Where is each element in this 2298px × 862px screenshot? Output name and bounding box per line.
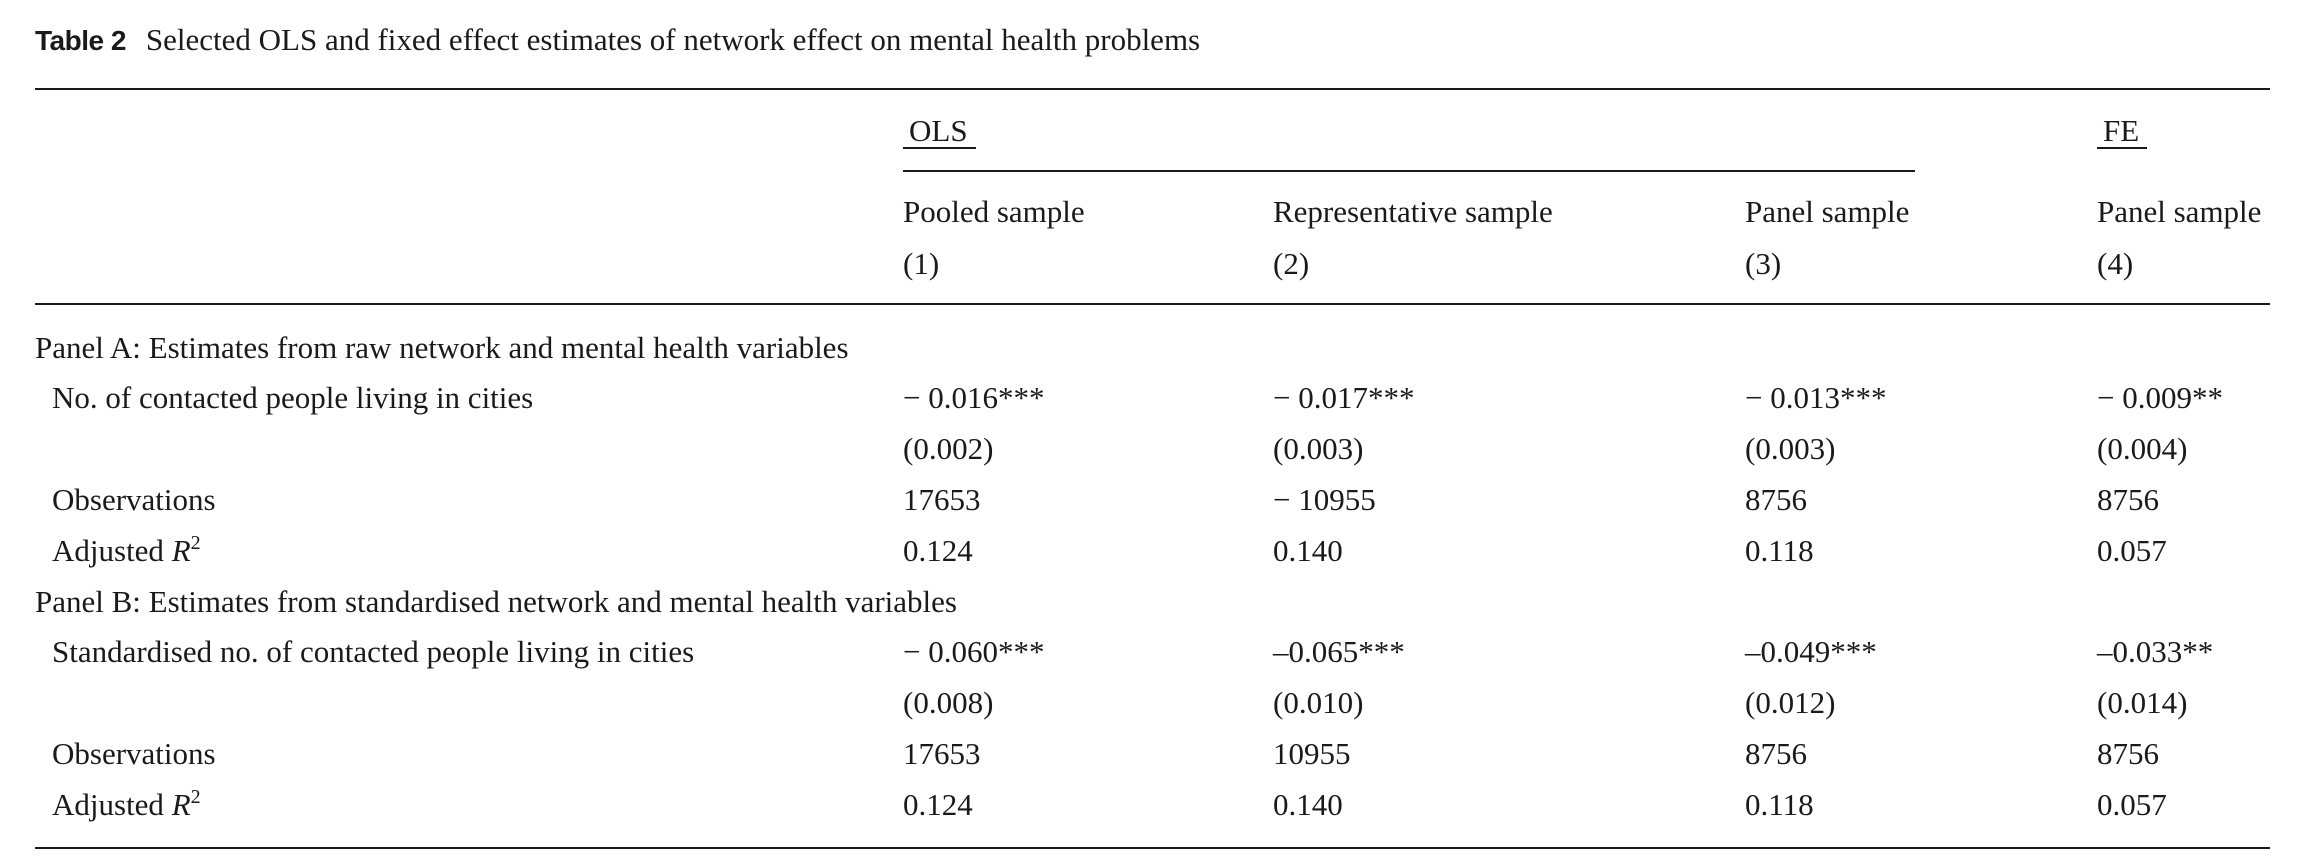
cell-b-coef-4: –0.033** — [2097, 634, 2214, 669]
cell-a-se-4: (0.004) — [2097, 431, 2188, 466]
cell-b-obs-1: 17653 — [903, 736, 981, 771]
cell-a-coef-3: − 0.013*** — [1745, 380, 1887, 415]
cell-b-r2-2: 0.140 — [1273, 787, 1343, 822]
panel-b-title: Panel B: Estimates from standardised net… — [35, 584, 957, 619]
cell-b-r2-1: 0.124 — [903, 787, 973, 822]
row-label-adjusted-r2-b: Adjusted R2 — [52, 786, 201, 822]
row-label-contacted-standardised: Standardised no. of contacted people liv… — [52, 634, 695, 669]
cell-a-obs-3: 8756 — [1745, 482, 1807, 517]
cell-a-r2-2: 0.140 — [1273, 533, 1343, 568]
row-label-observations-b: Observations — [52, 736, 216, 771]
top-rule — [35, 88, 2270, 90]
cell-a-coef-4: − 0.009** — [2097, 380, 2223, 415]
table-title: Selected OLS and fixed effect estimates … — [145, 22, 1201, 57]
bottom-rule — [35, 847, 2270, 849]
cell-a-obs-4: 8756 — [2097, 482, 2159, 517]
column-header-3-sample: Panel sample — [1745, 194, 1910, 229]
cell-b-se-4: (0.014) — [2097, 685, 2188, 720]
column-header-3-number: (3) — [1745, 246, 1782, 281]
cell-a-r2-1: 0.124 — [903, 533, 973, 568]
cell-b-obs-3: 8756 — [1745, 736, 1807, 771]
cell-a-se-3: (0.003) — [1745, 431, 1836, 466]
group-header-ols: OLS — [903, 112, 976, 150]
cell-b-r2-4: 0.057 — [2097, 787, 2167, 822]
column-header-2-sample: Representative sample — [1273, 194, 1553, 229]
cell-b-obs-4: 8756 — [2097, 736, 2159, 771]
cell-a-r2-3: 0.118 — [1745, 533, 1814, 568]
cell-a-r2-4: 0.057 — [2097, 533, 2167, 568]
row-label-observations-a: Observations — [52, 482, 216, 517]
cell-a-se-1: (0.002) — [903, 431, 994, 466]
table-caption: Table 2 Selected OLS and fixed effect est… — [35, 22, 1200, 58]
column-header-2-number: (2) — [1273, 246, 1310, 281]
row-label-contacted-raw: No. of contacted people living in cities — [52, 380, 534, 415]
cell-a-obs-1: 17653 — [903, 482, 981, 517]
table-number: Table 2 — [35, 25, 126, 56]
cell-a-se-2: (0.003) — [1273, 431, 1364, 466]
cell-b-r2-3: 0.118 — [1745, 787, 1814, 822]
cell-b-coef-2: –0.065*** — [1273, 634, 1405, 669]
cell-b-obs-2: 10955 — [1273, 736, 1351, 771]
column-header-4-sample: Panel sample — [2097, 194, 2262, 229]
ols-spanner-rule — [903, 170, 1915, 172]
cell-a-coef-2: − 0.017*** — [1273, 380, 1415, 415]
header-rule — [35, 303, 2270, 305]
cell-a-obs-2: − 10955 — [1273, 482, 1376, 517]
row-label-adjusted-r2-a: Adjusted R2 — [52, 532, 201, 568]
cell-b-coef-3: –0.049*** — [1745, 634, 1877, 669]
cell-b-se-2: (0.010) — [1273, 685, 1364, 720]
cell-b-se-3: (0.012) — [1745, 685, 1836, 720]
panel-a-title: Panel A: Estimates from raw network and … — [35, 330, 849, 365]
cell-b-coef-1: − 0.060*** — [903, 634, 1045, 669]
column-header-1-number: (1) — [903, 246, 940, 281]
cell-b-se-1: (0.008) — [903, 685, 994, 720]
group-header-fe: FE — [2097, 112, 2148, 150]
cell-a-coef-1: − 0.016*** — [903, 380, 1045, 415]
column-header-1-sample: Pooled sample — [903, 194, 1085, 229]
column-header-4-number: (4) — [2097, 246, 2134, 281]
